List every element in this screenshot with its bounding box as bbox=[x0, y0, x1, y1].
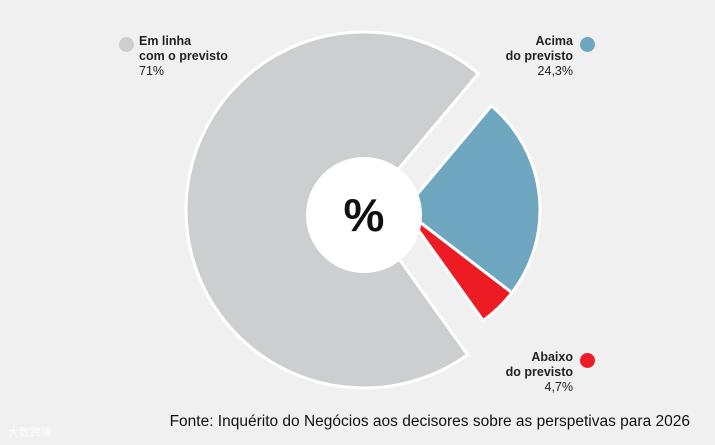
legend-value: 4,7% bbox=[544, 380, 574, 394]
legend-dot-em-linha bbox=[119, 37, 134, 52]
legend-value: 24,3% bbox=[537, 64, 573, 78]
donut-hole bbox=[306, 157, 422, 273]
watermark: 大数跨境 bbox=[8, 427, 52, 439]
legend-label-line1: Abaixo bbox=[531, 350, 573, 364]
center-label: % bbox=[343, 189, 385, 241]
legend-label-line2: do previsto bbox=[505, 365, 573, 379]
slice-abaixo bbox=[402, 208, 515, 323]
source-note: Fonte: Inquérito do Negócios aos decisor… bbox=[169, 413, 690, 430]
legend-label-line2: do previsto bbox=[505, 49, 573, 63]
legend-dot-abaixo bbox=[580, 353, 595, 368]
legend-value: 71% bbox=[139, 64, 165, 78]
legend-abaixo: Abaixo do previsto 4,7% bbox=[506, 350, 573, 395]
legend-dot-acima bbox=[580, 37, 595, 52]
legend-label-line1: Em linha bbox=[139, 34, 192, 48]
legend-em-linha: Em linha com o previsto 71% bbox=[139, 34, 228, 79]
legend-acima: Acima do previsto 24,3% bbox=[506, 34, 573, 79]
legend-label-line1: Acima bbox=[535, 34, 573, 48]
slice-acima bbox=[401, 103, 542, 295]
legend-label-line2: com o previsto bbox=[139, 49, 228, 63]
